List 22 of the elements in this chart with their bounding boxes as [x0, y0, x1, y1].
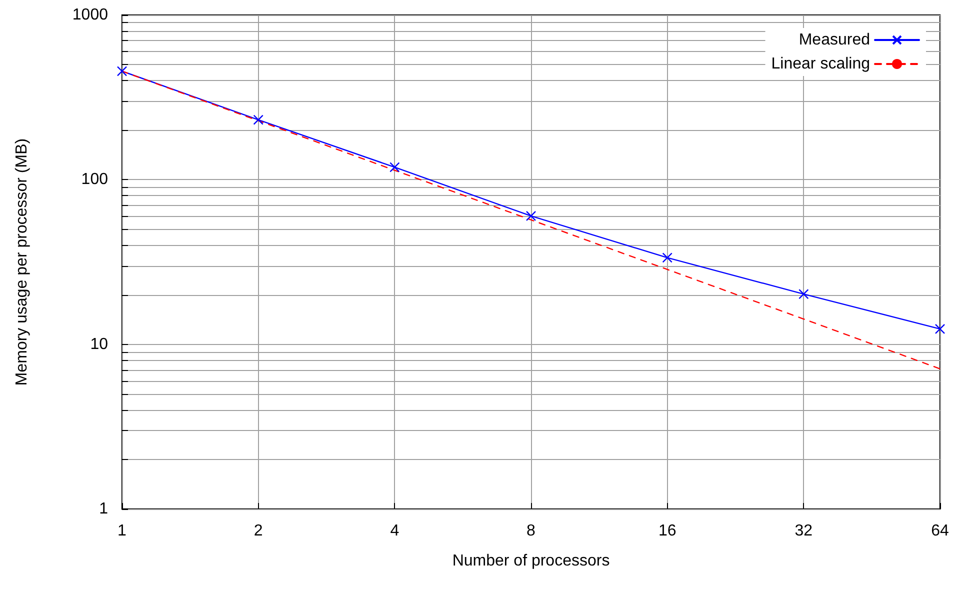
- point: [253, 114, 264, 125]
- x-tick-label: 8: [526, 522, 536, 540]
- y-axis-title: Memory usage per processor (MB): [14, 138, 30, 386]
- x-axis-title: Number of processors: [452, 552, 610, 570]
- x-tick-label: 64: [931, 522, 949, 540]
- point: [526, 210, 536, 222]
- point: [934, 324, 946, 334]
- x-tick-label: 32: [794, 522, 813, 540]
- x-tick-label: 4: [390, 522, 400, 540]
- point: [116, 66, 128, 76]
- y-tick-label: 100: [81, 171, 108, 188]
- y-tick-label: 1000: [72, 6, 108, 24]
- point: [798, 288, 809, 300]
- x-tick-label: 16: [658, 522, 676, 540]
- point: [662, 252, 672, 263]
- y-tick-label: 1: [99, 500, 108, 518]
- x-tick-label: 2: [254, 522, 263, 540]
- x-tick-label: 1: [118, 522, 127, 540]
- y-tick-label: 10: [90, 336, 108, 353]
- legend-label: Linear scaling: [771, 56, 870, 72]
- legend-label: Measured: [798, 32, 870, 48]
- point: [390, 162, 400, 172]
